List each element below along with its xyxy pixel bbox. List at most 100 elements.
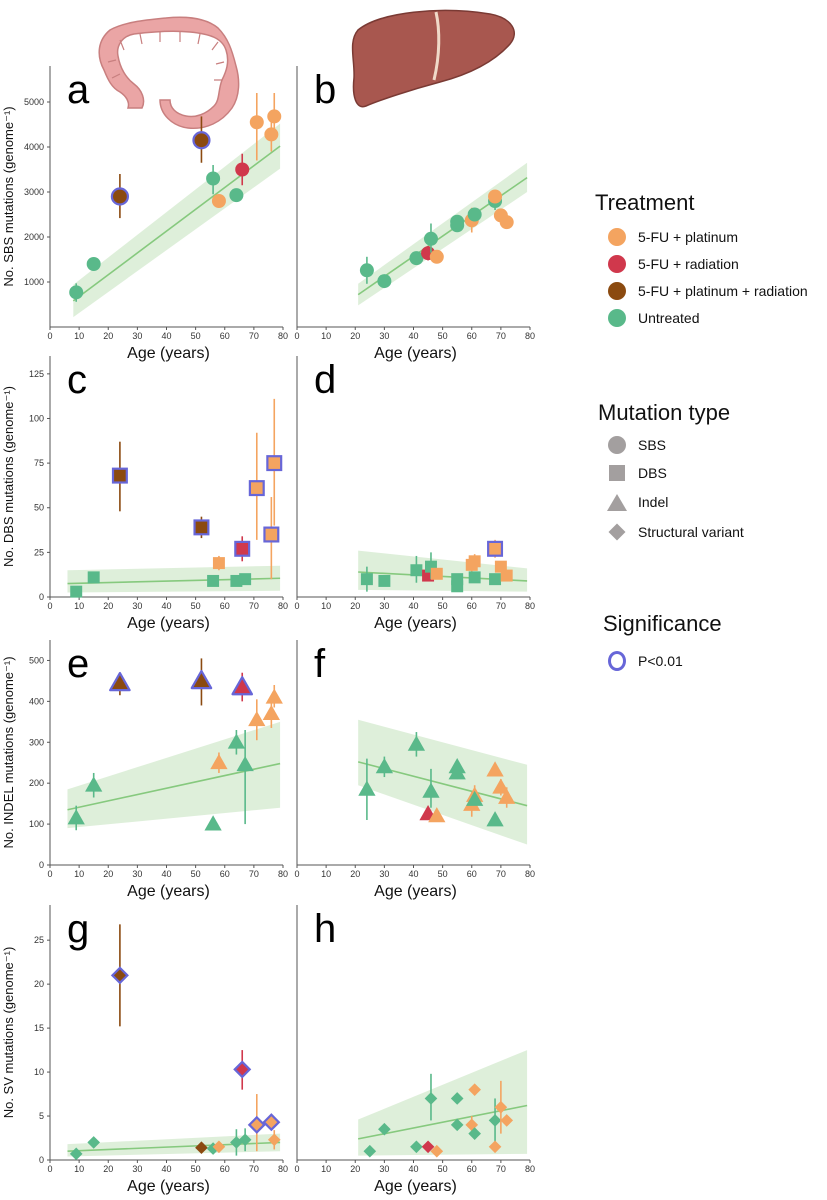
x-tick-label: 20 [350,331,360,341]
data-marker [377,274,392,289]
data-point [233,1050,252,1090]
x-tick-label: 60 [220,601,230,611]
x-tick-label: 0 [294,331,299,341]
data-point [210,752,228,773]
data-marker [195,1141,208,1155]
liver-icon [351,9,515,108]
data-marker [69,285,84,300]
x-tick-label: 30 [379,331,389,341]
data-marker [204,815,222,831]
x-tick-label: 40 [408,601,418,611]
fit-confidence-band [67,721,281,829]
data-point [230,1129,243,1156]
panel-letter: h [314,907,336,951]
data-point [467,207,482,222]
data-point [212,1140,226,1154]
data-point [192,116,211,163]
data-marker-significant [231,676,254,696]
data-marker [468,1127,481,1140]
x-axis-label: Age (years) [127,1178,210,1195]
x-tick-label: 70 [496,601,506,611]
x-tick-label: 60 [467,601,477,611]
y-tick-label: 15 [34,1023,44,1033]
x-tick-label: 50 [438,1164,448,1174]
data-marker [488,189,503,204]
x-tick-label: 30 [379,1164,389,1174]
x-axis-label: Age (years) [127,345,210,362]
data-marker [423,231,438,246]
data-point [87,571,100,584]
panel-letter: a [67,68,90,112]
x-tick-label: 80 [525,869,535,879]
fit-confidence-band [67,1133,281,1157]
data-point [430,1144,444,1158]
data-point [247,1094,266,1152]
fit-confidence-band [358,162,528,306]
data-marker [249,115,264,130]
x-tick-label: 40 [161,869,171,879]
data-marker [468,571,481,584]
data-marker [378,574,391,587]
data-point [212,555,225,571]
y-tick-label: 5000 [24,97,44,107]
data-marker [212,557,225,570]
data-point [236,730,254,825]
data-point [234,536,251,562]
panel-letter: d [314,358,336,402]
data-point [422,569,435,582]
x-tick-label: 80 [278,331,288,341]
x-tick-label: 20 [350,869,360,879]
data-point [450,214,465,229]
y-axis-label: No. SBS mutations (genome⁻¹) [1,106,16,286]
liver-illustration [351,9,515,108]
data-point [378,1122,391,1136]
data-marker [409,251,424,266]
data-marker-significant [110,966,129,985]
x-tick-label: 80 [525,601,535,611]
data-marker [500,569,513,582]
data-marker [230,1136,243,1149]
chart-panel-f: 0 10 20 30 40 50 60 70 80 Age (years) f [294,640,535,900]
x-tick-label: 80 [278,601,288,611]
data-point [248,432,265,540]
data-marker [207,574,220,587]
data-point [410,1140,423,1154]
x-tick-label: 20 [350,601,360,611]
y-tick-label: 0 [39,592,44,602]
data-marker [85,776,103,792]
x-tick-label: 70 [496,1164,506,1174]
data-point [422,768,440,808]
x-tick-label: 10 [321,331,331,341]
data-marker-significant [110,187,130,206]
data-marker-significant [262,1113,281,1132]
y-tick-label: 400 [29,696,44,706]
data-marker [236,755,254,772]
data-marker [424,1092,438,1105]
data-point [229,188,244,203]
x-tick-label: 30 [379,869,389,879]
data-marker [358,780,376,796]
data-marker [499,215,514,230]
chart-panel-d: 0 10 20 30 40 50 60 70 80 Age (years) d [294,356,535,632]
y-tick-label: 50 [34,503,44,513]
x-axis-label: Age (years) [374,345,457,362]
data-marker [262,704,280,721]
data-point [494,1080,508,1134]
y-tick-label: 25 [34,935,44,945]
x-tick-label: 70 [249,331,259,341]
x-tick-label: 30 [132,601,142,611]
x-tick-label: 0 [47,601,52,611]
data-marker [488,1114,502,1127]
data-marker [67,809,85,825]
y-tick-label: 25 [34,547,44,557]
data-marker [500,1114,514,1127]
data-marker [466,790,484,806]
y-tick-label: 500 [29,655,44,665]
data-point [421,1140,435,1154]
x-tick-label: 0 [294,869,299,879]
x-tick-label: 20 [103,601,113,611]
data-marker [87,1136,101,1149]
x-tick-label: 20 [103,869,113,879]
data-marker-significant [248,480,265,497]
x-tick-label: 80 [525,1164,535,1174]
